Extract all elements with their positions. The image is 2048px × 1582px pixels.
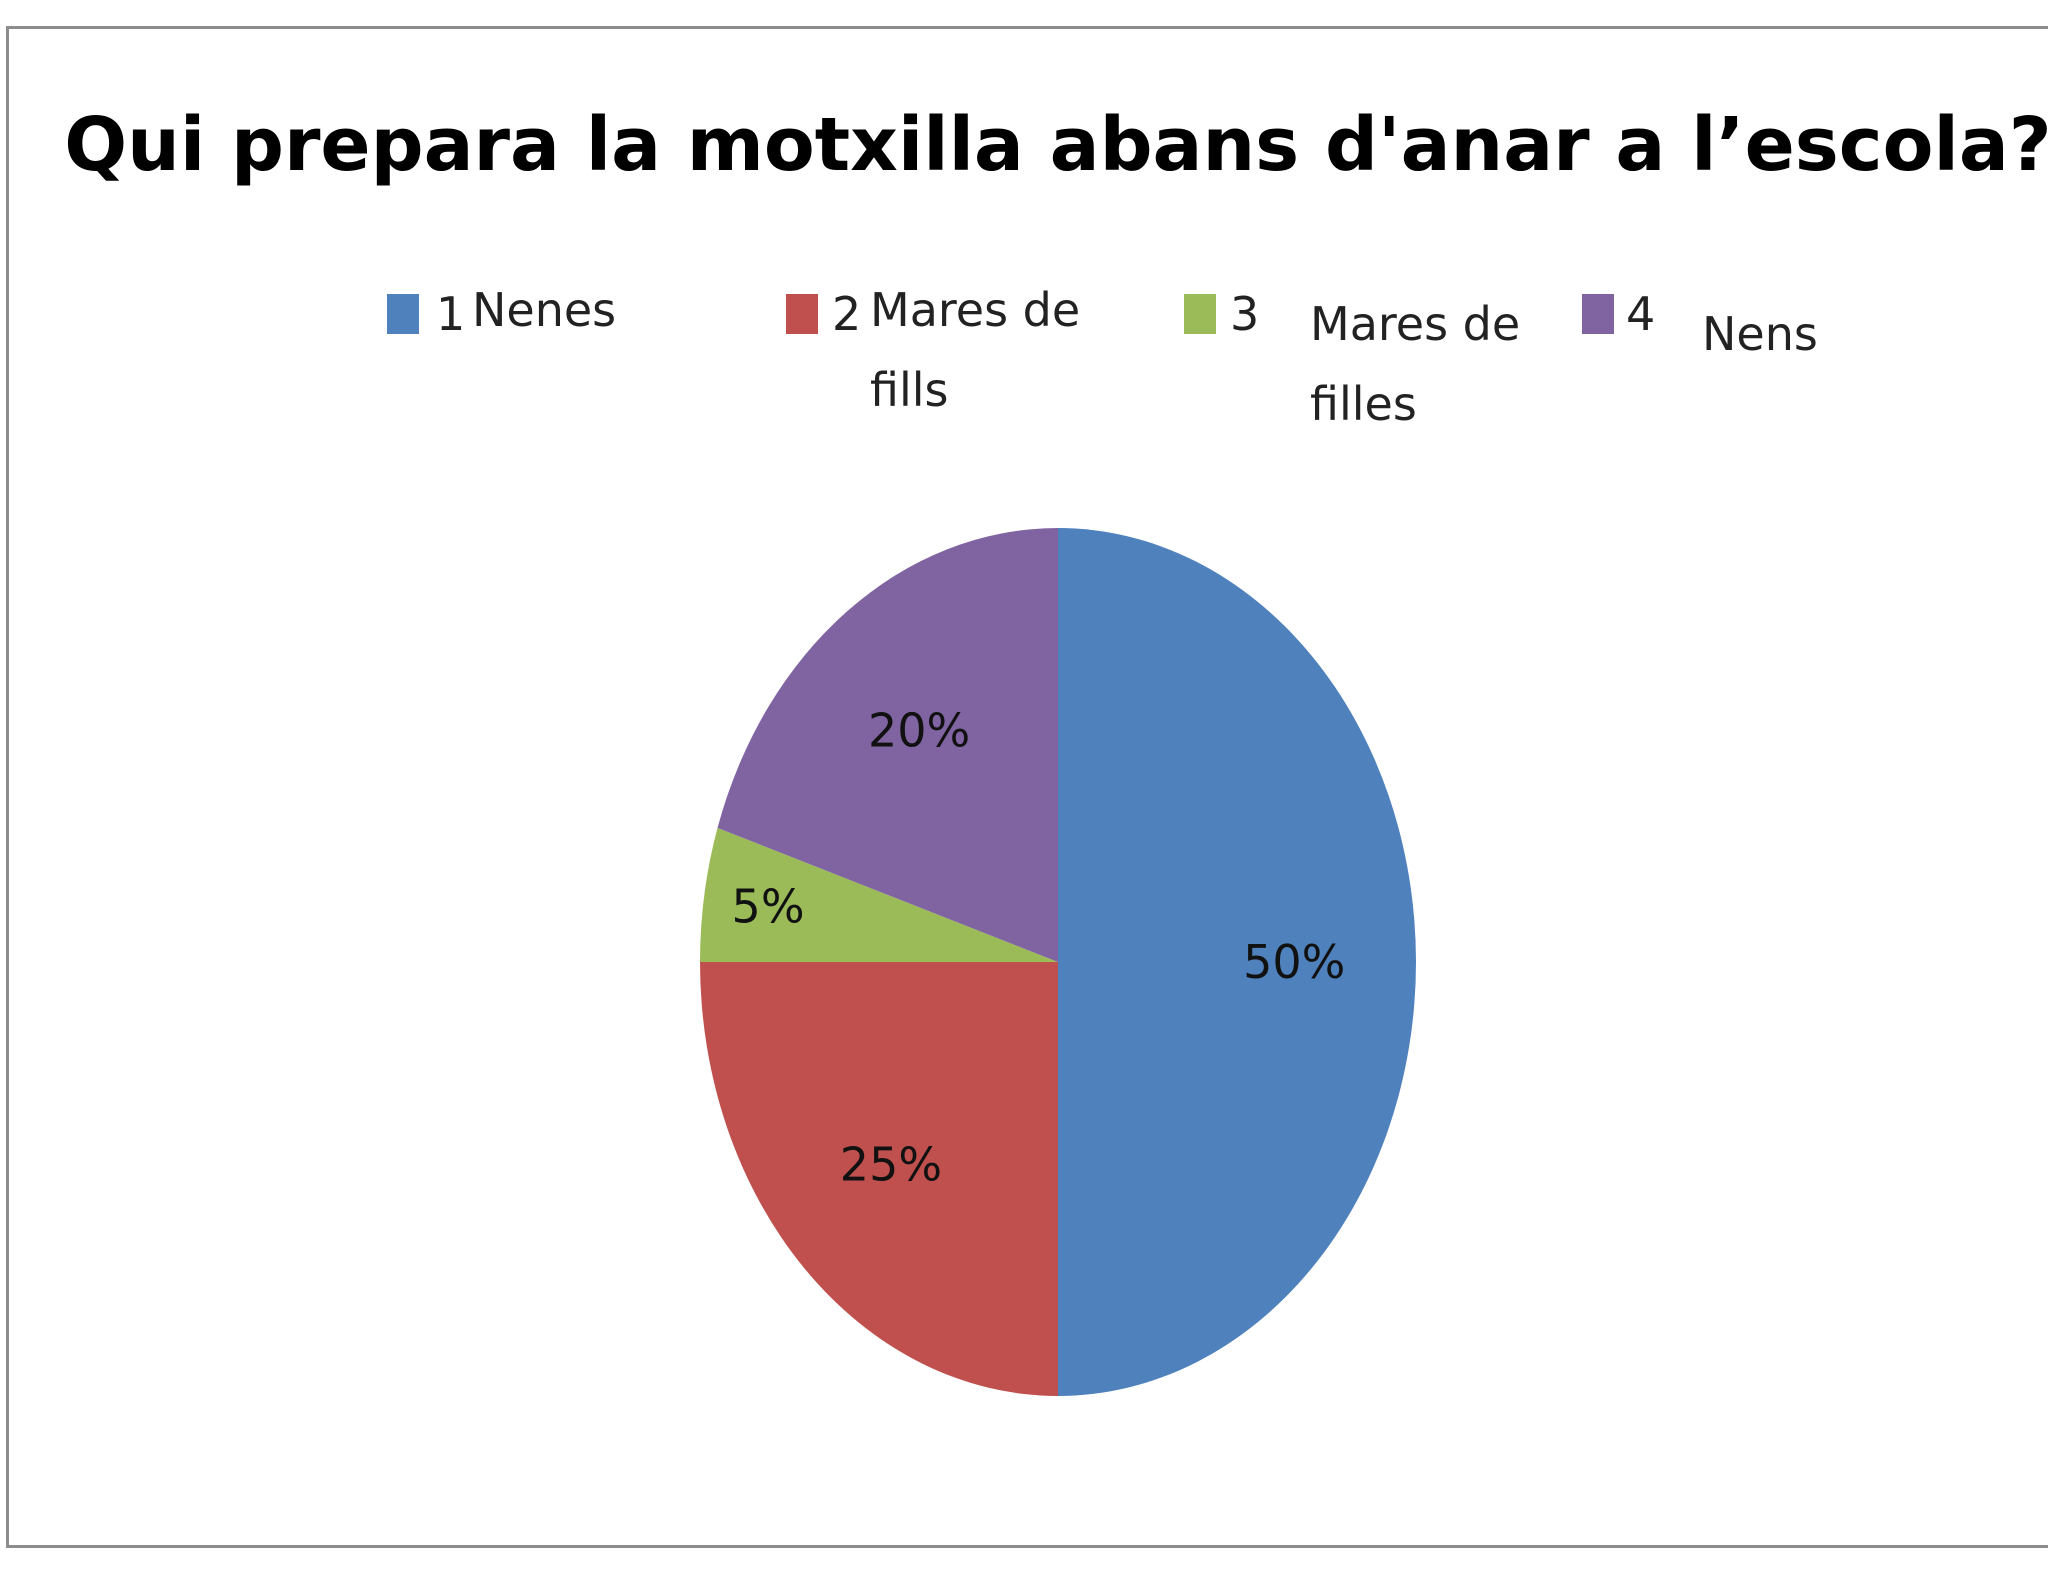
legend-number-1: 1 [436, 287, 465, 341]
data-label-1: 50% [1243, 935, 1345, 989]
legend-number-4: 4 [1626, 287, 1655, 341]
data-labels: 50% 25% 5% 20% [732, 703, 1346, 1191]
data-label-2: 25% [840, 1138, 942, 1192]
legend-swatch-1 [387, 294, 419, 334]
legend-label-2-line-1: Mares de [870, 283, 1080, 337]
legend-swatch-4 [1582, 294, 1614, 334]
pie-slices [700, 528, 1416, 1396]
chart-title: Qui prepara la motxilla abans d'anar a l… [64, 102, 2048, 188]
legend-item-3: 3 Mares de filles [1184, 287, 1520, 431]
legend-label-2-line-2: fills [870, 363, 949, 417]
legend-swatch-2 [786, 294, 818, 334]
legend-item-2: 2 Mares de fills [786, 283, 1080, 417]
legend-label-3-line-1: Mares de [1310, 297, 1520, 351]
legend-swatch-3 [1184, 294, 1216, 334]
pie-slice-1 [1058, 528, 1416, 1396]
legend-item-4: 4 Nens [1582, 287, 1818, 361]
legend-label-1-line-1: Nenes [472, 283, 616, 337]
pie-slice-4 [717, 528, 1058, 962]
legend-number-3: 3 [1230, 287, 1259, 341]
legend-item-1: 1 Nenes [387, 283, 616, 341]
pie-slice-2 [700, 962, 1058, 1396]
data-label-4: 20% [868, 703, 970, 757]
pie-slice-3 [700, 827, 1058, 962]
data-label-3: 5% [732, 879, 805, 933]
legend-number-2: 2 [832, 287, 861, 341]
legend-label-3-line-2: filles [1310, 377, 1417, 431]
legend-label-4-line-1: Nens [1702, 307, 1818, 361]
